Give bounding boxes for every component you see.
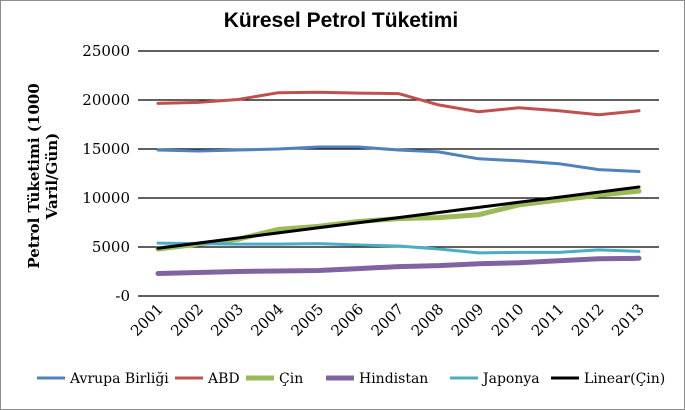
legend-label-abd: ABD bbox=[207, 371, 240, 387]
y-tick-label: 25000 bbox=[82, 42, 130, 60]
x-tick-label: 2001 bbox=[127, 300, 167, 340]
series-line-japonya bbox=[156, 241, 641, 255]
x-tick-labels: 2001 2002 2003 2004 2005 2006 2007 2008 2009 2010… bbox=[127, 300, 648, 340]
x-tick-label: 2012 bbox=[568, 300, 608, 340]
legend: Avrupa Birliği ABD Çin Hindistan Japonya Line… bbox=[37, 371, 665, 387]
x-tick-label: 2004 bbox=[247, 300, 287, 340]
x-tick-label: 2009 bbox=[448, 300, 488, 340]
legend-label-cin: Çin bbox=[279, 371, 303, 387]
series-line-abd bbox=[156, 90, 641, 117]
chart-title: Küresel Petrol Tüketimi bbox=[224, 9, 459, 32]
series-lines bbox=[155, 90, 642, 276]
y-tick-label: 5000 bbox=[92, 238, 130, 256]
x-tick-label: 2007 bbox=[368, 300, 408, 340]
legend-label-avrupa-birligi: Avrupa Birliği bbox=[69, 371, 169, 387]
x-tick-label: 2006 bbox=[328, 300, 368, 340]
y-axis-label: Petrol Tüketimi (1000 Varil/Gün) bbox=[25, 83, 61, 268]
y-tick-labels: -0 5000 10000 15000 20000 25000 bbox=[82, 42, 130, 305]
x-tick-label: 2008 bbox=[408, 300, 448, 340]
x-tick-label: 2002 bbox=[167, 300, 207, 340]
y-axis-label-line-1: Petrol Tüketimi (1000 bbox=[25, 83, 43, 268]
legend-label-linear-cin: Linear(Çin) bbox=[584, 371, 665, 387]
x-tick-label: 2011 bbox=[528, 300, 568, 340]
x-tick-label: 2005 bbox=[287, 300, 327, 340]
y-tick-label: -0 bbox=[115, 287, 130, 305]
x-tick-label: 2013 bbox=[608, 300, 648, 340]
y-tick-label: 15000 bbox=[82, 140, 130, 158]
series-line-avrupa-birligi bbox=[156, 145, 641, 173]
legend-label-japonya: Japonya bbox=[481, 371, 540, 387]
y-axis-label-line-2: Varil/Gün) bbox=[43, 133, 61, 220]
series-line-linear-cin bbox=[156, 185, 641, 250]
series-line-hindistan bbox=[155, 255, 642, 276]
y-tick-label: 10000 bbox=[82, 189, 130, 207]
x-tick-label: 2010 bbox=[488, 300, 528, 340]
x-tick-label: 2003 bbox=[207, 300, 247, 340]
legend-label-hindistan: Hindistan bbox=[359, 371, 428, 387]
y-tick-label: 20000 bbox=[82, 91, 130, 109]
